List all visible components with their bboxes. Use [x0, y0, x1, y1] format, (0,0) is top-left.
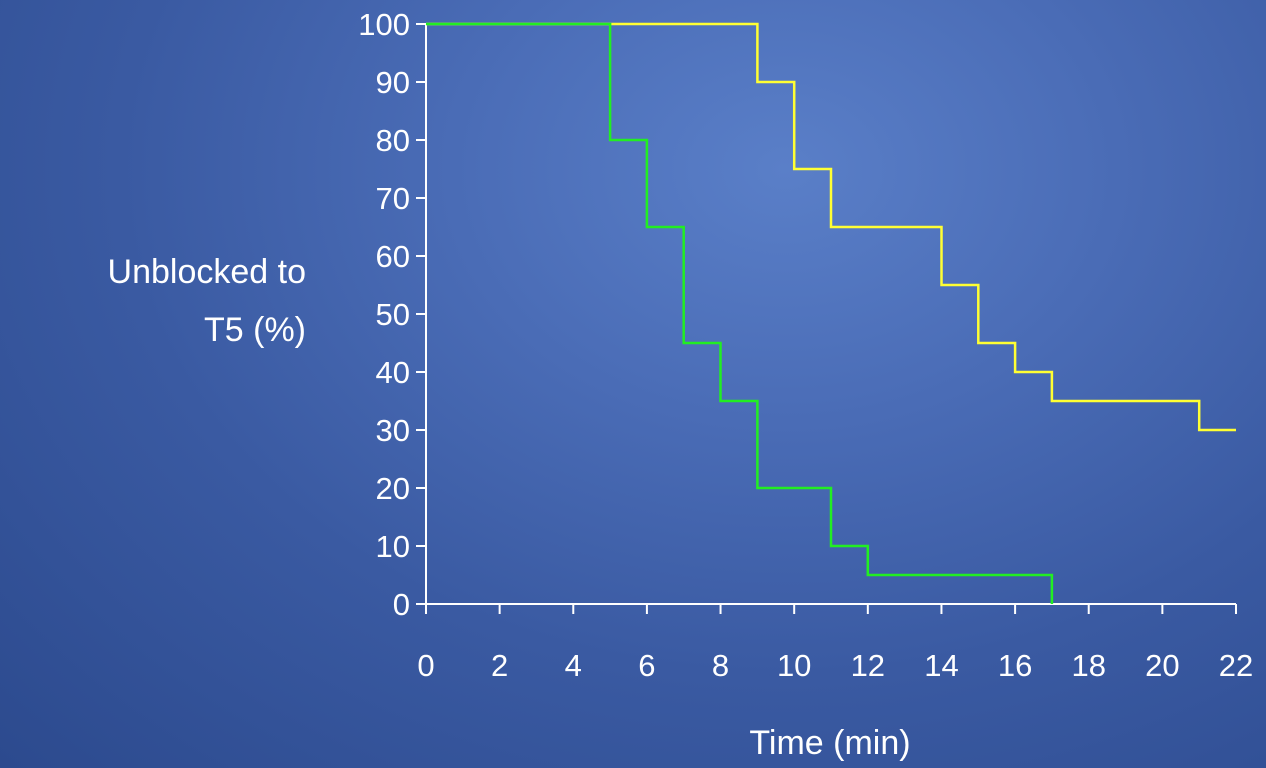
x-tick-label-20: 20 — [1145, 648, 1179, 683]
x-tick-label-16: 16 — [998, 648, 1032, 683]
x-tick-label-6: 6 — [638, 648, 655, 683]
x-tick-label-10: 10 — [777, 648, 811, 683]
x-tick-label-0: 0 — [417, 648, 434, 683]
x-tick-label-22: 22 — [1219, 648, 1253, 683]
x-tick-label-12: 12 — [851, 648, 885, 683]
x-axis-title: Time (min) — [749, 724, 910, 762]
y-axis: 0 10 20 30 40 50 60 70 80 90 100 — [358, 7, 427, 622]
y-tick-label-80: 80 — [376, 123, 410, 158]
y-tick-label-50: 50 — [376, 297, 410, 332]
y-tick-label-60: 60 — [376, 239, 410, 274]
series-line-1 — [426, 22, 1236, 432]
x-tick-label-8: 8 — [712, 648, 729, 683]
y-tick-label-70: 70 — [376, 181, 410, 216]
series-layer — [426, 22, 1236, 604]
x-tick-label-4: 4 — [565, 648, 582, 683]
y-tick-label-90: 90 — [376, 65, 410, 100]
y-tick-label-40: 40 — [376, 355, 410, 390]
x-tick-label-14: 14 — [924, 648, 958, 683]
x-tick-label-18: 18 — [1071, 648, 1105, 683]
y-tick-label-30: 30 — [376, 413, 410, 448]
series-line-2 — [426, 22, 1054, 604]
y-axis-title-line-1: Unblocked to — [108, 253, 306, 291]
y-tick-label-20: 20 — [376, 471, 410, 506]
y-axis-title-line-2: T5 (%) — [204, 311, 306, 349]
y-tick-label-0: 0 — [393, 587, 410, 622]
y-tick-label-10: 10 — [376, 529, 410, 564]
x-axis: 0 2 4 6 8 10 12 14 16 18 20 22 — [417, 603, 1253, 683]
y-tick-label-100: 100 — [358, 7, 410, 42]
x-tick-label-2: 2 — [491, 648, 508, 683]
